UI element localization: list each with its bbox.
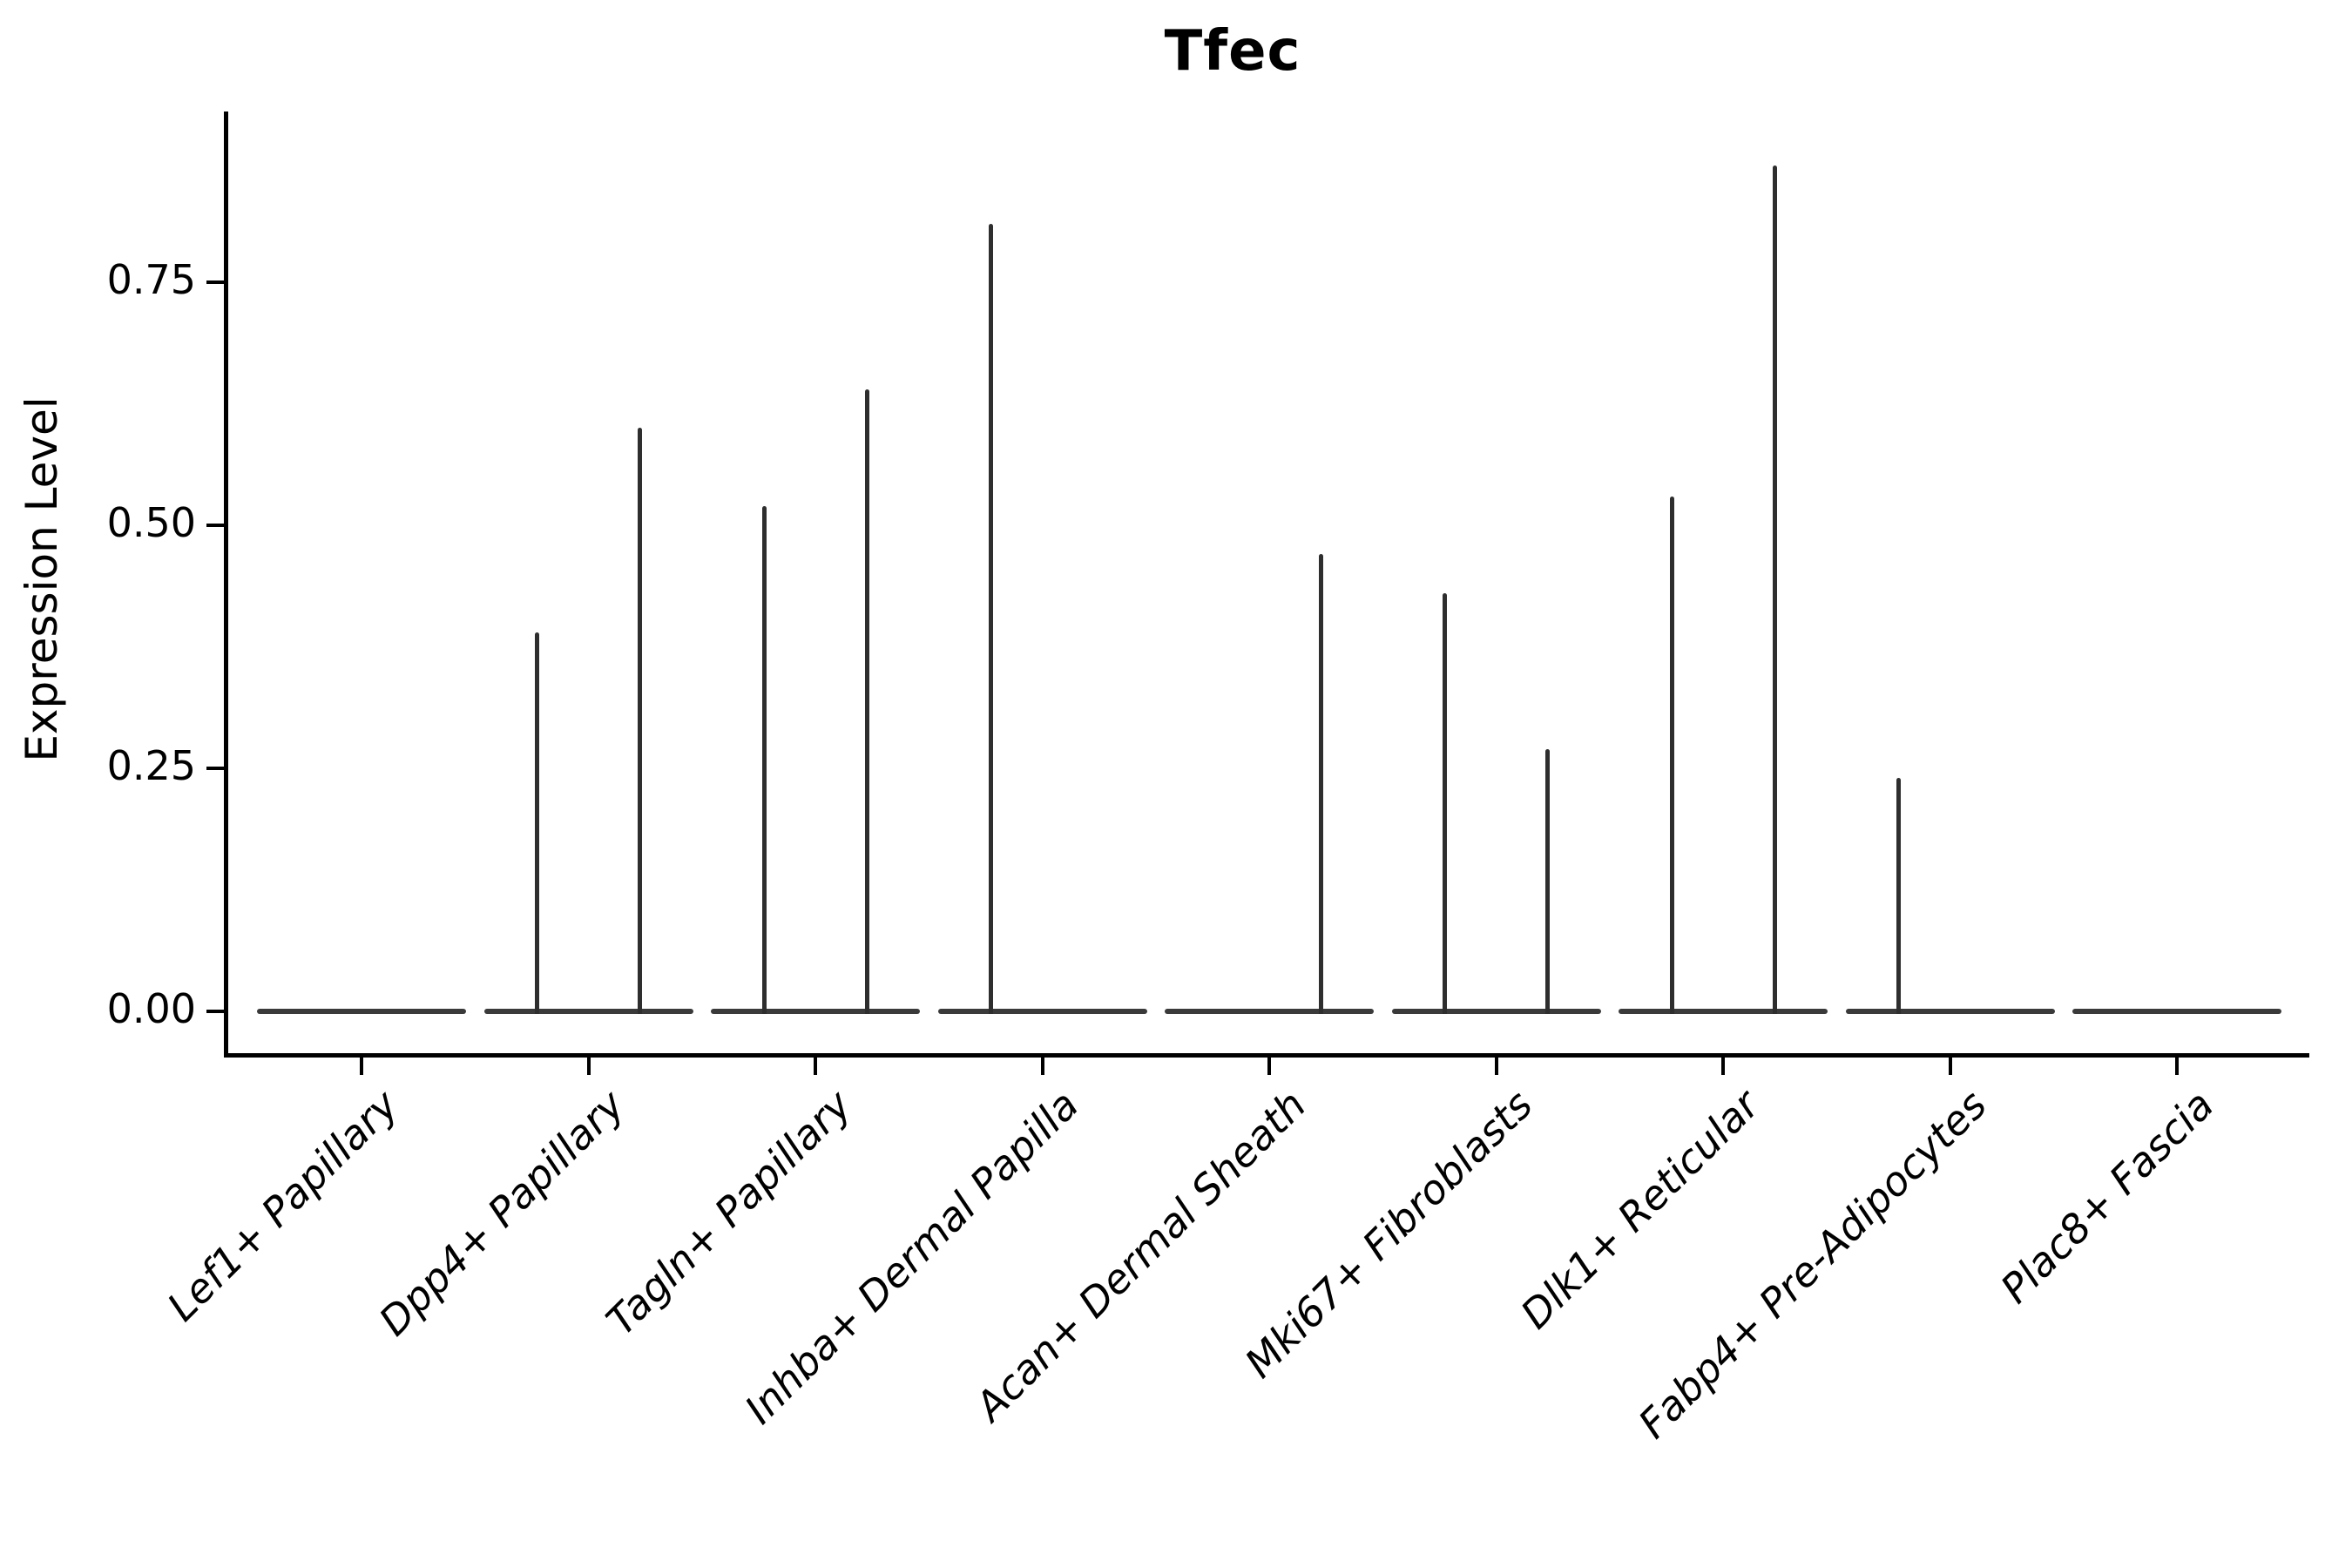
y-tick-label: 0.50: [106, 499, 196, 546]
x-tick-mark: [814, 1058, 817, 1075]
y-tick-label: 0.75: [106, 256, 196, 303]
violin-spike: [1896, 778, 1901, 1014]
violin-baseline: [711, 1009, 920, 1014]
x-tick-label: Tagln+ Papillary: [597, 1081, 862, 1345]
x-tick-mark: [1267, 1058, 1271, 1075]
violin-spike: [1669, 496, 1674, 1014]
x-tick-mark: [1040, 1058, 1044, 1075]
violin-spike: [1443, 593, 1447, 1014]
x-tick-mark: [2175, 1058, 2179, 1075]
x-tick-mark: [586, 1058, 591, 1075]
x-tick-mark: [1948, 1058, 1952, 1075]
violin-spike: [989, 224, 993, 1014]
violin-baseline: [1165, 1009, 1374, 1014]
y-tick-label: 0.00: [106, 985, 196, 1032]
violin-spike: [761, 505, 767, 1014]
violin-baseline: [1391, 1009, 1601, 1014]
violin-baseline: [2072, 1009, 2281, 1014]
violin-baseline: [257, 1009, 466, 1014]
violin-spike: [1772, 166, 1777, 1014]
x-tick-label: Dlk1+ Reticular: [1511, 1081, 1769, 1338]
y-tick-mark: [206, 280, 224, 284]
plot-title: Tfec: [1164, 19, 1301, 84]
violin-spike: [638, 428, 642, 1014]
x-axis-spine: [224, 1053, 2309, 1058]
y-tick-label: 0.25: [106, 742, 196, 789]
violin-spike: [1318, 554, 1323, 1014]
y-tick-mark: [206, 524, 224, 527]
x-tick-label: Lef1+ Papillary: [158, 1081, 408, 1330]
x-tick-label: Plac8+ Fascia: [1990, 1081, 2223, 1313]
y-tick-mark: [206, 1010, 224, 1013]
x-tick-mark: [1721, 1058, 1725, 1075]
x-tick-label: Dpp4+ Papillary: [370, 1081, 634, 1345]
x-tick-mark: [360, 1058, 363, 1075]
violin-baseline: [1619, 1009, 1828, 1014]
violin-baseline: [483, 1009, 693, 1014]
violin-baseline: [937, 1009, 1147, 1014]
y-tick-mark: [206, 767, 224, 770]
violin-spike: [1545, 748, 1550, 1014]
x-tick-mark: [1494, 1058, 1498, 1075]
violin-spike: [864, 389, 869, 1014]
y-axis-spine: [224, 112, 228, 1058]
violin-baseline: [1845, 1009, 2055, 1014]
violin-spike: [535, 632, 539, 1014]
